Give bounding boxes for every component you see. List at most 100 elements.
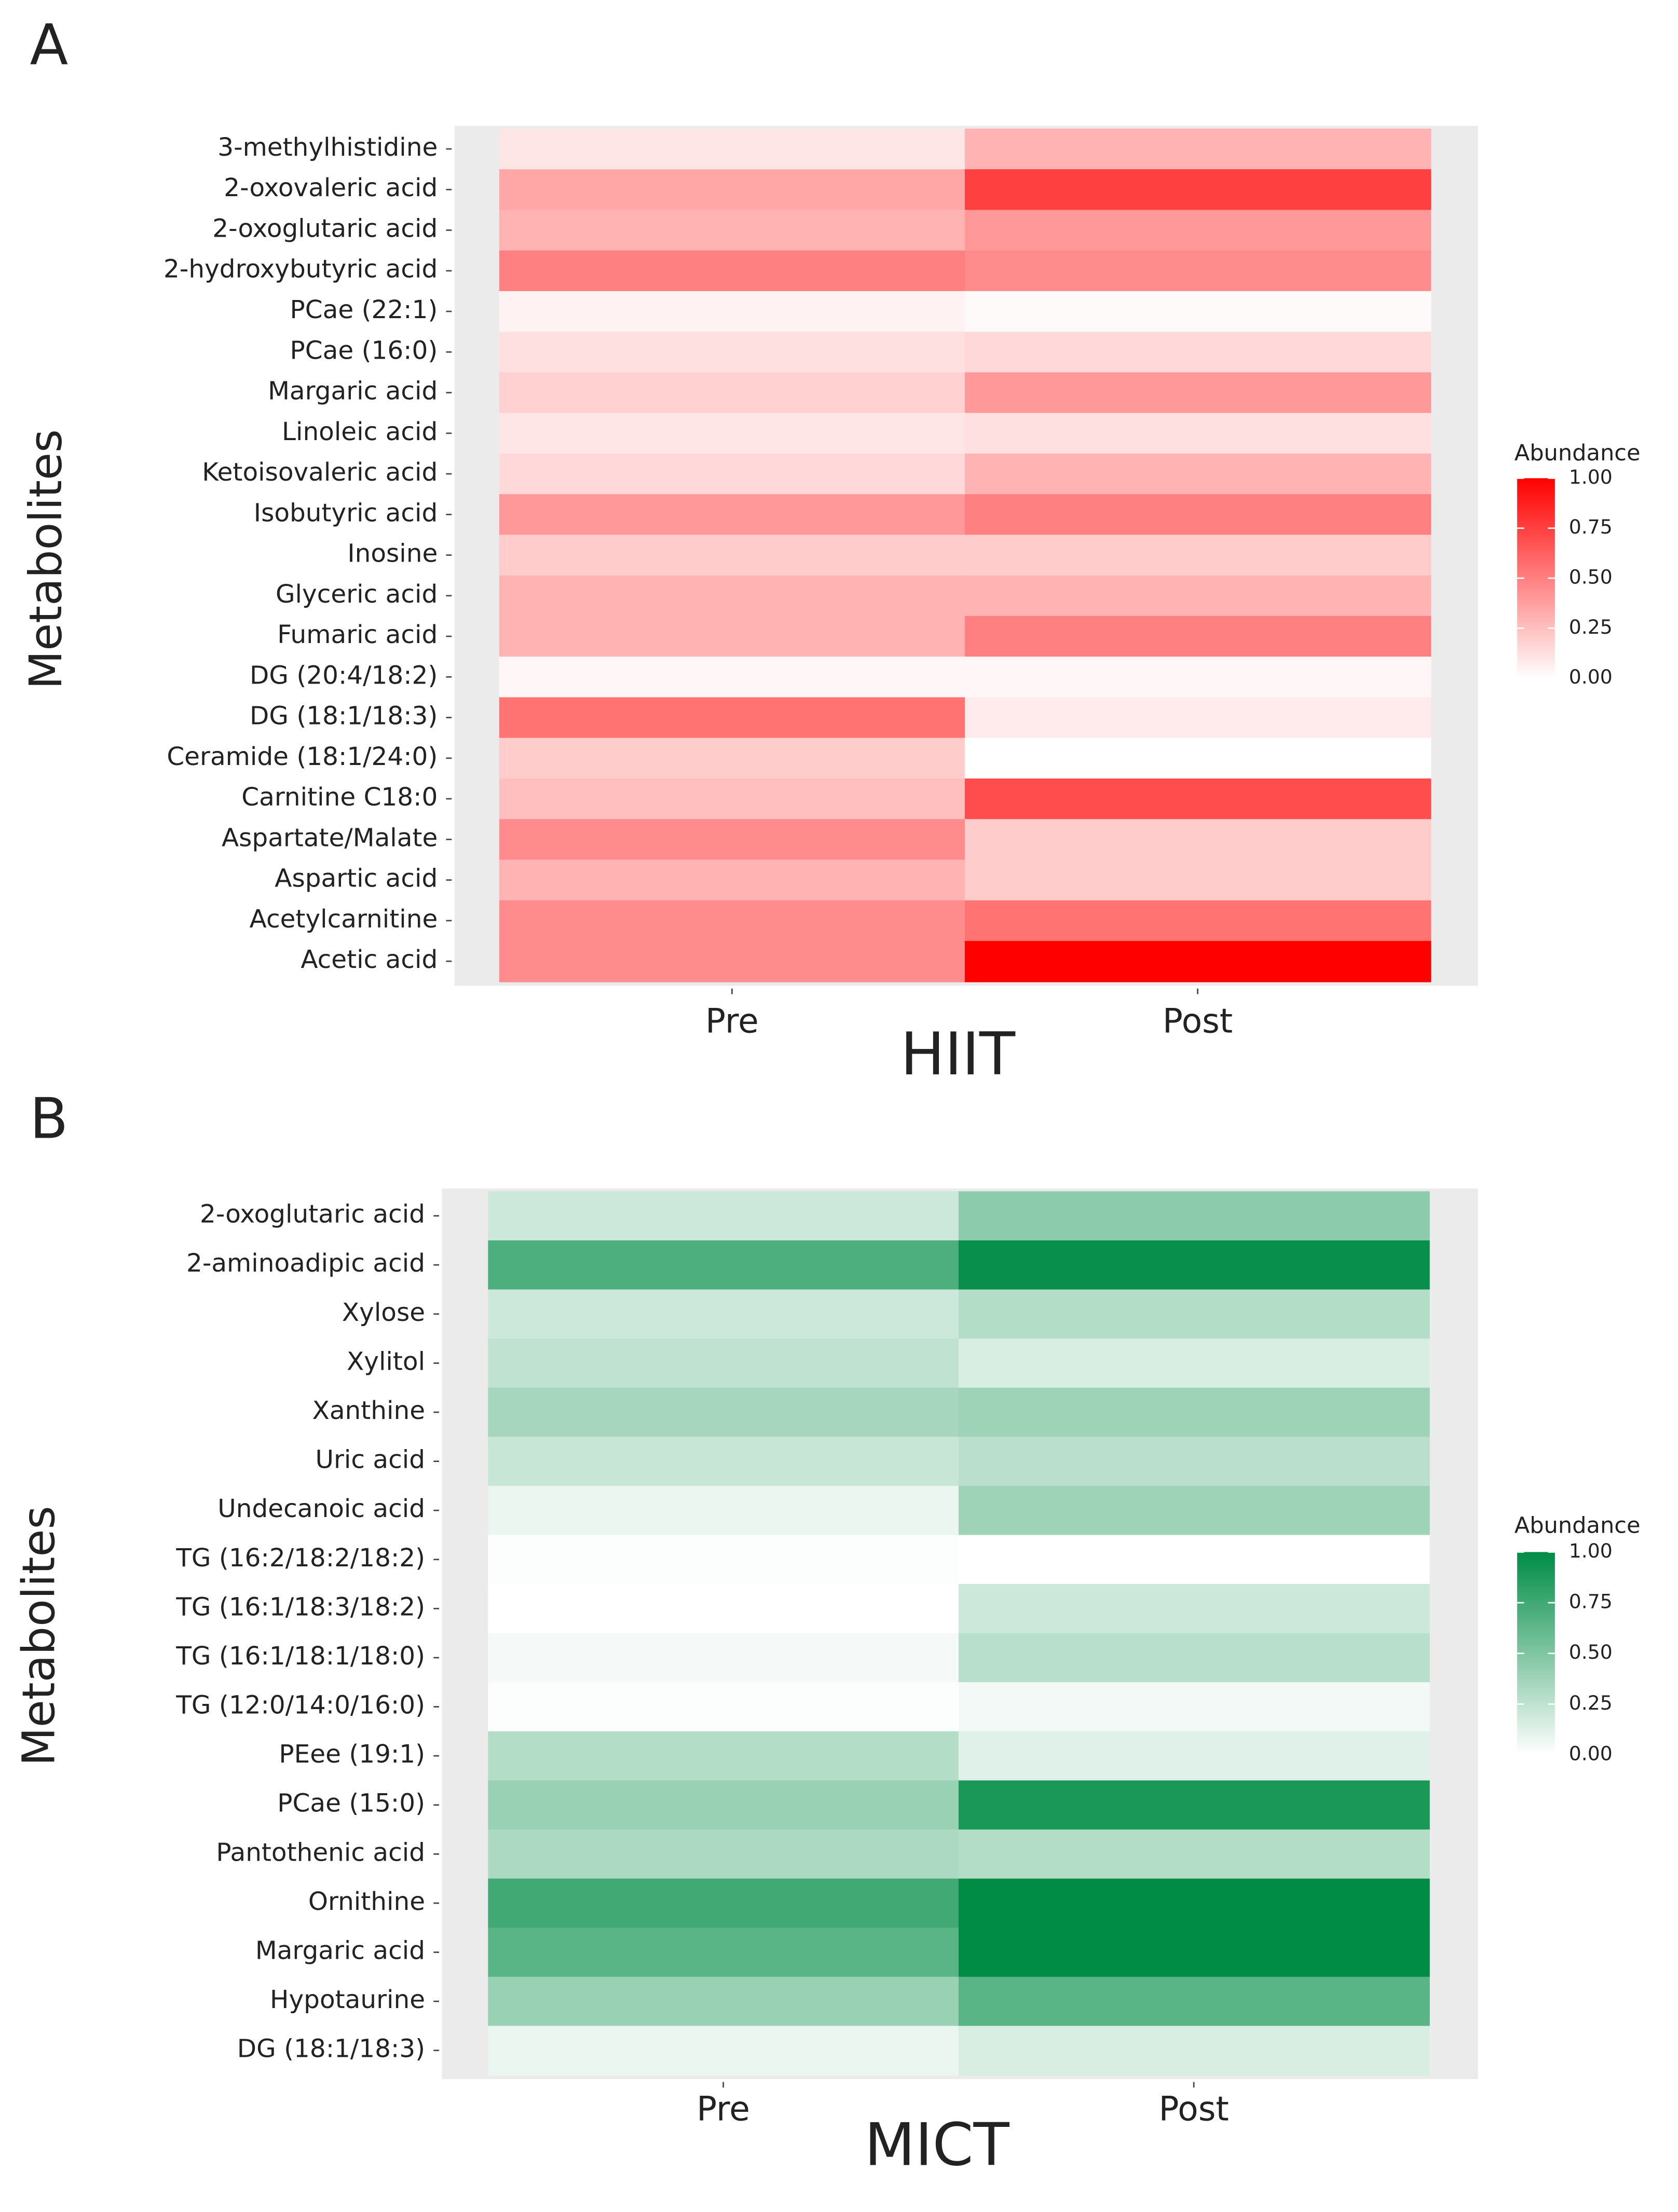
tile	[958, 1633, 1430, 1683]
tile	[964, 332, 1431, 373]
tile	[499, 210, 966, 251]
tile	[958, 2026, 1430, 2076]
tile	[958, 1240, 1430, 1290]
tile	[964, 657, 1431, 698]
panel-label: B	[30, 1087, 68, 1152]
row-label: Carnitine C18:0	[241, 783, 438, 812]
tile	[488, 1682, 960, 1732]
colorbar-label: 1.00	[1569, 466, 1613, 488]
tile	[488, 1878, 960, 1929]
tile	[499, 372, 966, 414]
tile	[964, 940, 1431, 982]
row-label: Aspartic acid	[275, 864, 438, 893]
tile	[499, 128, 966, 170]
row-label: Pantothenic acid	[216, 1838, 425, 1867]
tile	[488, 1976, 960, 2027]
row-label: PEee (19:1)	[279, 1740, 425, 1769]
tile	[499, 859, 966, 902]
row-label: Acetylcarnitine	[250, 905, 438, 934]
tile	[488, 1633, 960, 1683]
tile	[499, 250, 966, 292]
col-label: Post	[1163, 1002, 1233, 1041]
tile	[958, 1731, 1430, 1781]
row-label: PCae (16:0)	[290, 336, 438, 365]
tile	[964, 169, 1431, 211]
tile	[958, 1829, 1430, 1879]
tile	[958, 1289, 1430, 1340]
colorbar-label: 0.75	[1569, 1590, 1613, 1613]
row-label: DG (18:1/18:3)	[237, 2035, 425, 2064]
row-label: Margaric acid	[268, 377, 438, 406]
tile	[499, 413, 966, 455]
tile	[958, 1339, 1430, 1389]
row-label: PCae (15:0)	[277, 1789, 425, 1818]
row-label: Hypotaurine	[270, 1985, 425, 2014]
tile	[964, 372, 1431, 414]
row-label: 2-hydroxybutyric acid	[163, 255, 438, 284]
legend-title: Abundance	[1515, 440, 1641, 466]
tile	[499, 657, 966, 698]
tile	[964, 697, 1431, 739]
tile	[964, 819, 1431, 861]
row-label: Margaric acid	[255, 1936, 425, 1965]
tile	[964, 494, 1431, 536]
tile	[488, 1191, 960, 1241]
tile	[958, 1191, 1430, 1241]
colorbar-label: 0.00	[1569, 1742, 1613, 1765]
tile	[499, 494, 966, 536]
colorbar-label: 0.25	[1569, 1691, 1613, 1714]
tile	[488, 1240, 960, 1290]
tile	[488, 1339, 960, 1389]
tile	[499, 332, 966, 373]
row-label: 2-oxoglutaric acid	[212, 214, 438, 243]
row-label: TG (16:1/18:3/18:2)	[175, 1592, 425, 1621]
tile	[964, 291, 1431, 333]
row-label: 2-oxovaleric acid	[224, 173, 438, 202]
tile	[488, 1584, 960, 1634]
tile	[488, 1387, 960, 1438]
y-axis-title: Metabolites	[13, 1506, 65, 1766]
tile	[958, 1682, 1430, 1732]
tile	[488, 1535, 960, 1585]
tile	[964, 575, 1431, 617]
row-label: Glyceric acid	[276, 580, 438, 609]
row-label: DG (20:4/18:2)	[250, 661, 438, 690]
y-axis-title: Metabolites	[20, 429, 72, 689]
colorbar-label: 0.25	[1569, 616, 1613, 638]
tile	[958, 1878, 1430, 1929]
row-label: 2-aminoadipic acid	[186, 1249, 425, 1278]
colorbar-label: 0.75	[1569, 515, 1613, 538]
tile	[964, 900, 1431, 942]
col-label: Post	[1158, 2090, 1229, 2129]
colorbar-label: 0.00	[1569, 665, 1613, 688]
row-label: TG (16:1/18:1/18:0)	[175, 1642, 425, 1671]
tile	[499, 291, 966, 333]
tile	[488, 1289, 960, 1340]
row-label: Uric acid	[315, 1445, 425, 1474]
tile	[488, 2026, 960, 2076]
tile	[964, 128, 1431, 170]
tile	[958, 1485, 1430, 1536]
tile	[964, 859, 1431, 902]
panel-label: A	[30, 13, 68, 78]
tile	[958, 1535, 1430, 1585]
row-label: Xylose	[342, 1298, 425, 1327]
tile	[499, 900, 966, 942]
x-axis-title: MICT	[865, 2111, 1010, 2179]
tile	[499, 616, 966, 658]
col-label: Pre	[697, 2090, 750, 2129]
tile	[488, 1928, 960, 1978]
tile	[964, 778, 1431, 820]
tile	[499, 778, 966, 820]
tile	[499, 169, 966, 211]
row-label: 2-oxoglutaric acid	[200, 1200, 425, 1229]
tile	[964, 738, 1431, 780]
tile	[958, 1976, 1430, 2027]
tile	[964, 535, 1431, 577]
tile	[488, 1485, 960, 1536]
colorbar-label: 0.50	[1569, 565, 1613, 588]
tile	[488, 1829, 960, 1879]
x-axis-title: HIIT	[901, 1020, 1016, 1088]
tile	[964, 413, 1431, 455]
